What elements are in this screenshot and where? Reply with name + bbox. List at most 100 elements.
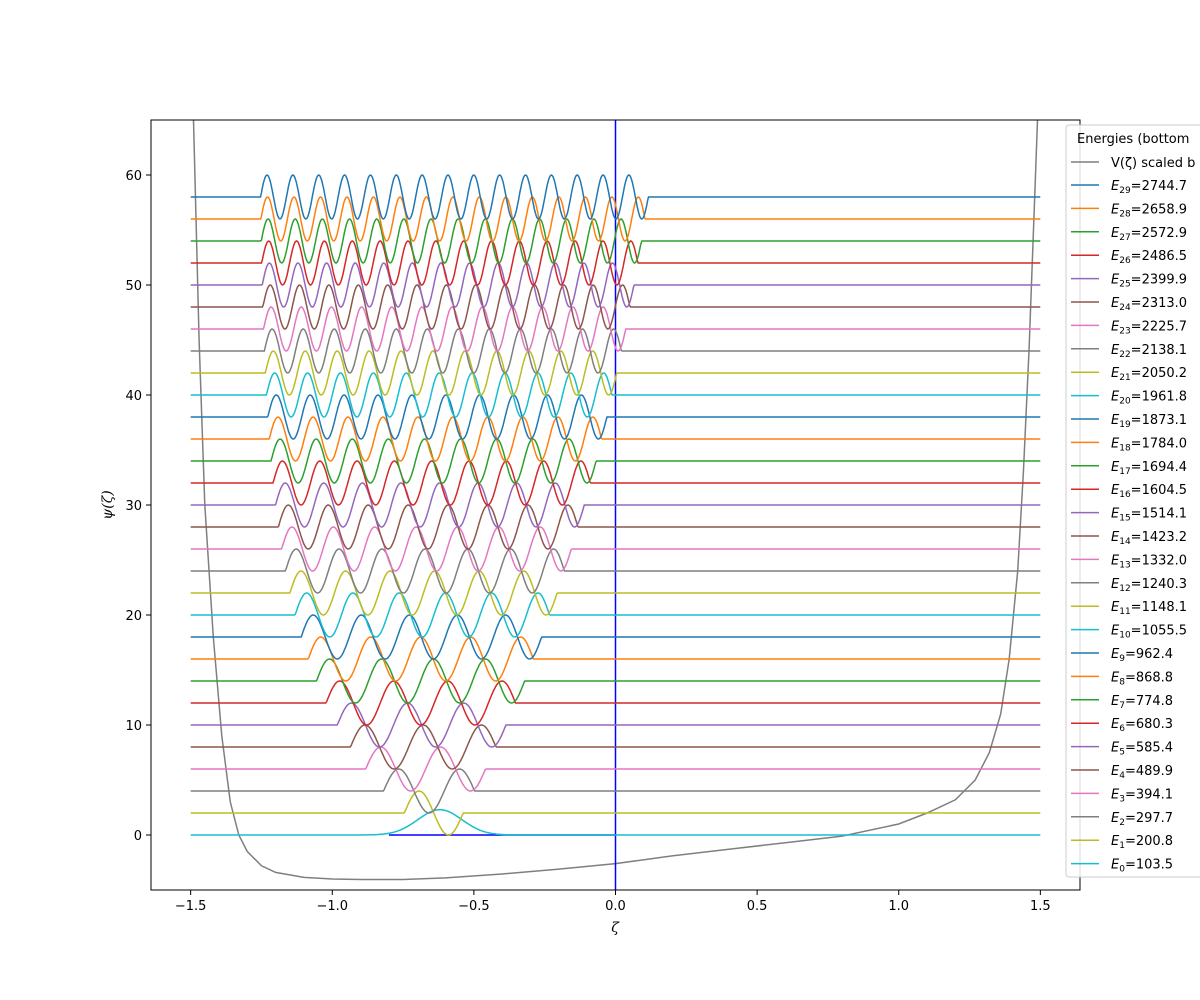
legend-entry-label: E29=2744.7 xyxy=(1111,179,1187,196)
legend-entry-value: =680.3 xyxy=(1125,717,1173,732)
x-tick-label: −1.0 xyxy=(316,899,348,914)
legend-entry-symbol: E xyxy=(1111,249,1120,264)
y-tick-label: 40 xyxy=(125,389,142,404)
legend-entry-subscript: 5 xyxy=(1119,748,1125,758)
wavefunction-line xyxy=(190,416,1041,462)
legend: Energies (bottom V(ζ) scaled b E29=2744.… xyxy=(1065,124,1200,878)
legend-entry-label: E24=2313.0 xyxy=(1111,296,1187,313)
x-axis-label: ζ xyxy=(611,920,620,936)
legend-entry-subscript: 9 xyxy=(1119,654,1125,664)
wavefunction-line xyxy=(190,614,1041,660)
legend-entry-value: =1423.2 xyxy=(1131,530,1187,545)
legend-entry-subscript: 13 xyxy=(1119,560,1130,570)
wavefunction-line xyxy=(190,196,1041,242)
legend-potential-label: V(ζ) scaled b xyxy=(1111,156,1195,171)
legend-entry-symbol: E xyxy=(1111,694,1120,709)
legend-entry-label: E9=962.4 xyxy=(1111,647,1173,664)
wavefunction-line xyxy=(190,680,1041,726)
legend-entry-subscript: 0 xyxy=(1119,865,1125,875)
legend-entry-symbol: E xyxy=(1111,624,1120,639)
legend-entry-symbol: E xyxy=(1111,507,1120,522)
legend-entry-subscript: 11 xyxy=(1119,607,1130,617)
legend-entry-value: =1148.1 xyxy=(1131,600,1187,615)
legend-entry-symbol: E xyxy=(1111,366,1120,381)
legend-entry-subscript: 26 xyxy=(1119,256,1131,266)
wavefunction-line xyxy=(190,808,1041,836)
legend-entry-symbol: E xyxy=(1111,717,1120,732)
legend-entry-subscript: 19 xyxy=(1119,420,1131,430)
wavefunction-line xyxy=(190,328,1041,374)
legend-entry-symbol: E xyxy=(1111,670,1120,685)
legend-entry-label: E14=1423.2 xyxy=(1111,530,1187,547)
wavefunction-line xyxy=(190,724,1041,770)
legend-entry-symbol: E xyxy=(1111,553,1120,568)
legend-entry-subscript: 6 xyxy=(1119,724,1125,734)
wavefunction-line xyxy=(190,174,1041,220)
legend-entry-subscript: 2 xyxy=(1119,818,1125,828)
potential-curve xyxy=(192,120,1039,881)
legend-entry-subscript: 7 xyxy=(1119,701,1125,711)
legend-entry-label: E17=1694.4 xyxy=(1111,460,1187,477)
wavefunction-line xyxy=(190,636,1041,682)
legend-entry-value: =868.8 xyxy=(1125,670,1173,685)
wavefunction-line xyxy=(190,570,1041,616)
wavefunction-line xyxy=(190,438,1041,484)
legend-entry-label: E19=1873.1 xyxy=(1111,413,1187,430)
legend-entry-value: =489.9 xyxy=(1125,764,1173,779)
x-tick-label: −0.5 xyxy=(458,899,490,914)
legend-entry-value: =2138.1 xyxy=(1131,343,1187,358)
wavefunction-line xyxy=(190,218,1041,264)
legend-entry-value: =1055.5 xyxy=(1131,624,1187,639)
y-tick-label: 0 xyxy=(134,829,142,844)
legend-entry-value: =1604.5 xyxy=(1131,483,1187,498)
legend-entry-symbol: E xyxy=(1111,296,1120,311)
legend-entry-subscript: 20 xyxy=(1119,397,1131,407)
legend-entry-value: =2399.9 xyxy=(1131,273,1187,288)
legend-box xyxy=(1065,124,1200,878)
x-tick-label: 0.0 xyxy=(605,899,626,914)
wavefunction-line xyxy=(190,768,1041,814)
wavefunction-line xyxy=(190,790,1041,836)
legend-entry-subscript: 15 xyxy=(1119,514,1130,524)
legend-entry-value: =1784.0 xyxy=(1131,436,1187,451)
legend-entry-value: =2050.2 xyxy=(1131,366,1187,381)
legend-entry-value: =2744.7 xyxy=(1131,179,1187,194)
legend-entry-subscript: 16 xyxy=(1119,490,1131,500)
wavefunction-line xyxy=(190,262,1041,308)
legend-entry-subscript: 18 xyxy=(1119,443,1131,453)
legend-entry-subscript: 23 xyxy=(1119,326,1130,336)
x-tick-label: 1.0 xyxy=(888,899,909,914)
legend-entry-label: E6=680.3 xyxy=(1111,717,1173,734)
legend-entry-value: =1240.3 xyxy=(1131,577,1187,592)
wavefunction-line xyxy=(190,284,1041,330)
legend-entry-value: =2313.0 xyxy=(1131,296,1187,311)
y-axis-label: ψ(ζ) xyxy=(100,490,116,520)
y-tick-label: 30 xyxy=(125,499,142,514)
legend-entry-value: =962.4 xyxy=(1125,647,1173,662)
legend-entry-symbol: E xyxy=(1111,226,1120,241)
legend-entry-symbol: E xyxy=(1111,530,1120,545)
legend-entry-value: =2486.5 xyxy=(1131,249,1187,264)
legend-entry-value: =774.8 xyxy=(1125,694,1173,709)
legend-entry-symbol: E xyxy=(1111,483,1120,498)
legend-entry-label: E4=489.9 xyxy=(1111,764,1173,781)
legend-entry-label: E15=1514.1 xyxy=(1111,507,1187,524)
legend-entry-subscript: 29 xyxy=(1119,186,1131,196)
legend-entry-label: E21=2050.2 xyxy=(1111,366,1187,383)
legend-entry-symbol: E xyxy=(1111,436,1120,451)
wavefunction-line xyxy=(190,482,1041,528)
legend-entry-subscript: 24 xyxy=(1119,303,1131,313)
legend-entries: E29=2744.7E28=2658.9E27=2572.9E26=2486.5… xyxy=(1071,179,1187,875)
legend-entry-label: E5=585.4 xyxy=(1111,741,1173,758)
wavefunction-line xyxy=(190,460,1041,506)
legend-entry-symbol: E xyxy=(1111,202,1120,217)
legend-entry-value: =297.7 xyxy=(1125,811,1173,826)
legend-entry-subscript: 1 xyxy=(1119,841,1125,851)
legend-entry-label: E25=2399.9 xyxy=(1111,273,1187,290)
legend-entry-value: =2572.9 xyxy=(1131,226,1187,241)
legend-entry-label: E8=868.8 xyxy=(1111,670,1173,687)
legend-title: Energies (bottom xyxy=(1077,132,1189,147)
legend-entry-subscript: 25 xyxy=(1119,280,1130,290)
legend-entry-subscript: 14 xyxy=(1119,537,1131,547)
